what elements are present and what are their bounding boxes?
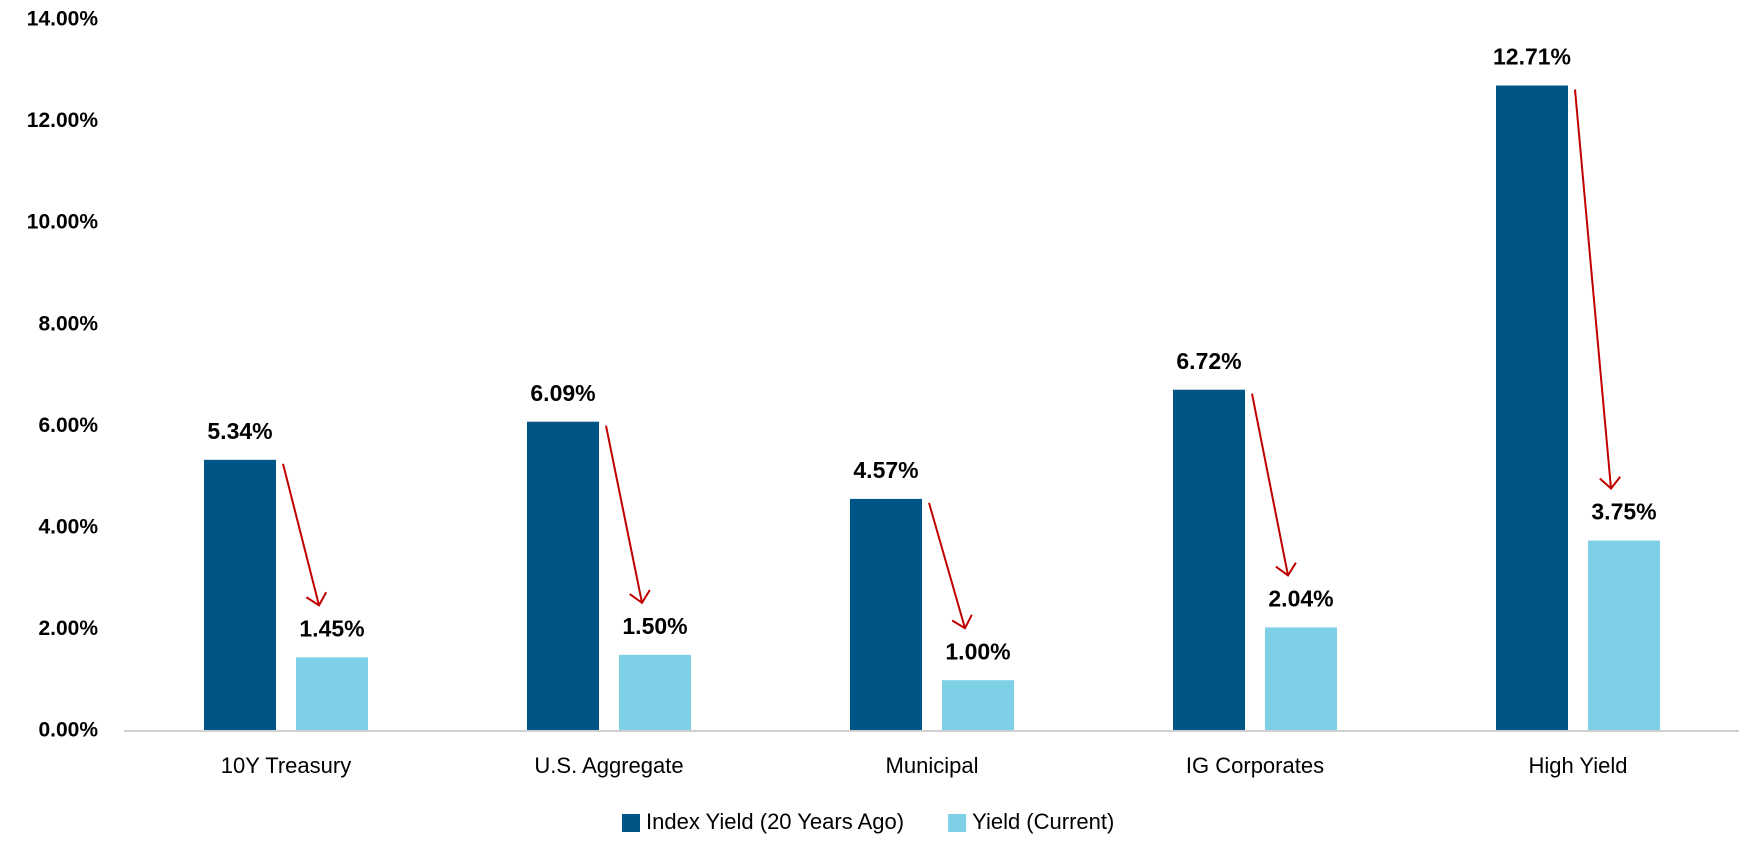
trend-arrowhead bbox=[629, 589, 651, 605]
y-tick-label: 12.00% bbox=[27, 109, 99, 132]
legend-swatch bbox=[948, 814, 967, 832]
trend-arrow bbox=[605, 425, 643, 604]
y-tick-label: 10.00% bbox=[27, 211, 99, 234]
value-label: 12.71% bbox=[1493, 44, 1571, 70]
trend-arrowhead bbox=[1275, 562, 1297, 577]
value-label: 1.00% bbox=[945, 638, 1010, 664]
trend-arrow bbox=[928, 502, 966, 629]
bar bbox=[1173, 389, 1245, 731]
trend-arrow bbox=[282, 463, 320, 606]
bar bbox=[619, 654, 691, 731]
y-tick-label: 0.00% bbox=[38, 719, 98, 742]
legend-label: Yield (Current) bbox=[972, 809, 1114, 834]
value-label: 4.57% bbox=[853, 457, 918, 483]
x-tick-label: High Yield bbox=[1528, 753, 1627, 778]
x-tick-label: 10Y Treasury bbox=[221, 753, 351, 778]
value-label: 5.34% bbox=[207, 418, 272, 444]
legend-label: Index Yield (20 Years Ago) bbox=[646, 809, 904, 834]
x-tick-label: Municipal bbox=[886, 753, 979, 778]
value-label: 2.04% bbox=[1268, 585, 1333, 611]
bar bbox=[1496, 85, 1568, 732]
trend-arrowhead bbox=[305, 591, 328, 607]
bar bbox=[296, 657, 368, 731]
y-tick-label: 8.00% bbox=[38, 312, 98, 335]
y-tick-label: 14.00% bbox=[27, 8, 99, 31]
y-tick-label: 4.00% bbox=[38, 515, 98, 538]
bar bbox=[204, 459, 276, 731]
value-label: 6.72% bbox=[1176, 348, 1241, 374]
bar bbox=[527, 421, 599, 731]
bar bbox=[850, 498, 922, 731]
x-tick-label: U.S. Aggregate bbox=[534, 753, 683, 778]
x-tick-label: IG Corporates bbox=[1186, 753, 1324, 778]
trend-arrow bbox=[1574, 89, 1612, 489]
value-label: 1.50% bbox=[622, 613, 687, 639]
bar bbox=[1265, 627, 1337, 731]
bar bbox=[942, 680, 1014, 731]
y-tick-label: 6.00% bbox=[38, 414, 98, 437]
value-label: 3.75% bbox=[1591, 499, 1656, 525]
trend-arrowhead bbox=[951, 614, 973, 630]
legend-swatch bbox=[622, 814, 640, 832]
value-label: 6.09% bbox=[530, 380, 595, 406]
value-label: 1.45% bbox=[299, 615, 364, 641]
y-tick-label: 2.00% bbox=[38, 617, 98, 640]
trend-arrow bbox=[1251, 393, 1289, 576]
trend-arrowhead bbox=[1599, 476, 1621, 491]
bar bbox=[1588, 540, 1660, 731]
